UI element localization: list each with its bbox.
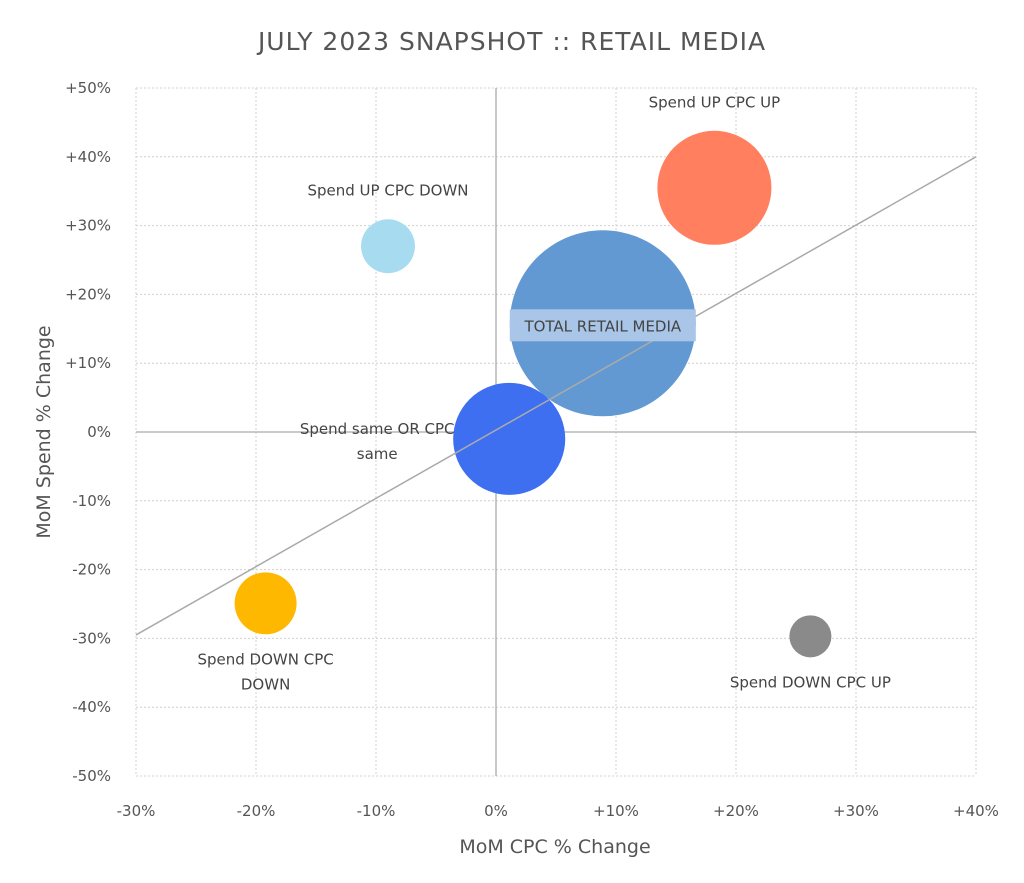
bubble-label: Spend UP CPC UP: [649, 94, 781, 112]
label-band: [509, 309, 696, 342]
y-tick-label: +30%: [65, 217, 111, 235]
bubble: [789, 615, 832, 658]
x-tick-label: -20%: [237, 802, 276, 820]
x-axis-label: MoM CPC % Change: [459, 836, 650, 858]
x-tick-label: +10%: [593, 802, 639, 820]
bubble-label: DOWN: [241, 675, 290, 693]
y-tick-label: -50%: [72, 767, 111, 785]
x-tick-label: +30%: [833, 802, 879, 820]
x-tick-label: 0%: [484, 802, 508, 820]
bubble: [453, 382, 566, 495]
bubble: [657, 130, 772, 245]
y-tick-label: +40%: [65, 148, 111, 166]
bubble-label: Spend same OR CPC: [300, 420, 455, 438]
y-tick-label: +20%: [65, 285, 111, 303]
y-tick-label: -10%: [72, 492, 111, 510]
y-tick-label: -40%: [72, 698, 111, 716]
chart-title: JULY 2023 SNAPSHOT :: RETAIL MEDIA: [256, 27, 766, 56]
y-tick-label: -20%: [72, 561, 111, 579]
y-tick-label: +10%: [65, 354, 111, 372]
bubble-label: Spend DOWN CPC: [197, 650, 333, 668]
bubble-label: TOTAL RETAIL MEDIA: [523, 317, 681, 335]
bubble-label: same: [357, 445, 398, 463]
x-tick-label: +40%: [953, 802, 999, 820]
x-tick-label: -30%: [117, 802, 156, 820]
bubble: [361, 219, 415, 274]
x-tick-label: +20%: [713, 802, 759, 820]
y-tick-label: -30%: [72, 629, 111, 647]
x-tick-label: -10%: [357, 802, 396, 820]
bubble-label: Spend UP CPC DOWN: [307, 181, 468, 199]
y-tick-label: +50%: [65, 79, 111, 97]
bubble-label: Spend DOWN CPC UP: [730, 673, 891, 691]
y-axis-label: MoM Spend % Change: [33, 325, 55, 538]
trendline: [135, 156, 977, 636]
y-tick-label: 0%: [87, 423, 111, 441]
bubble: [234, 572, 297, 635]
